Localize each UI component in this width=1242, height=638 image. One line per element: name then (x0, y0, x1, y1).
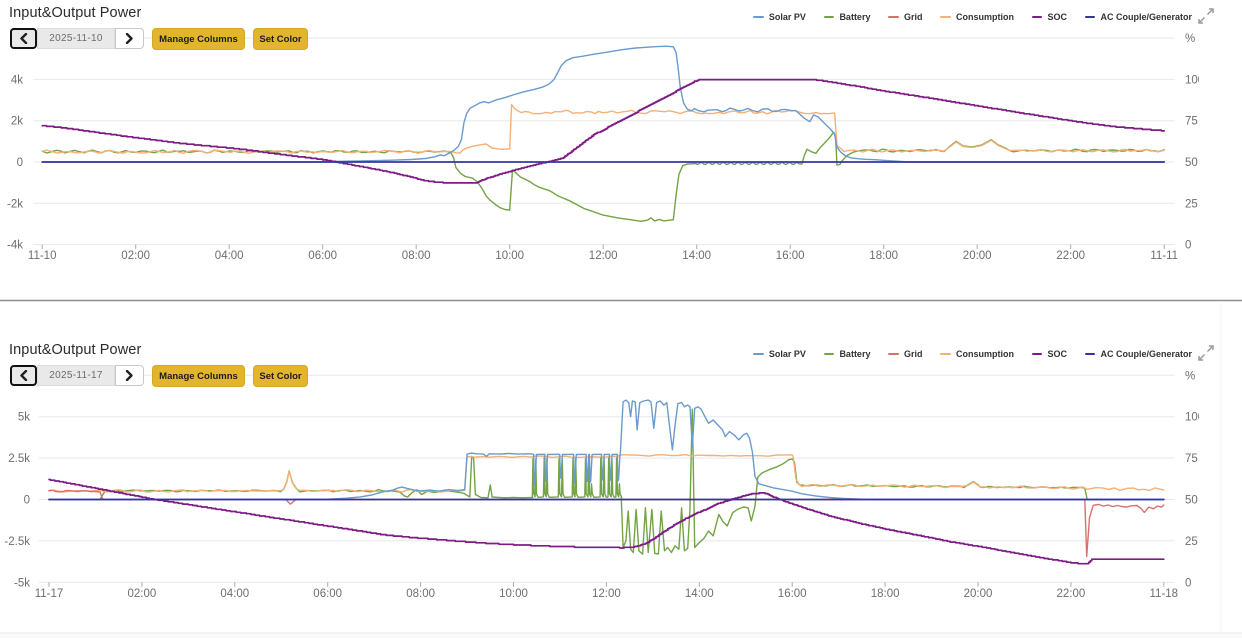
svg-text:22:00: 22:00 (1056, 250, 1085, 262)
svg-text:04:00: 04:00 (215, 250, 244, 262)
svg-text:50: 50 (1185, 495, 1198, 507)
svg-text:06:00: 06:00 (313, 588, 342, 600)
svg-text:08:00: 08:00 (402, 250, 431, 262)
svg-text:16:00: 16:00 (776, 250, 805, 262)
svg-text:02:00: 02:00 (128, 588, 157, 600)
svg-text:-5k: -5k (14, 577, 30, 589)
svg-text:-2k: -2k (7, 198, 23, 210)
svg-text:-2.5k: -2.5k (4, 536, 30, 548)
svg-text:0: 0 (1185, 240, 1191, 252)
svg-text:%: % (1185, 370, 1195, 382)
svg-text:14:00: 14:00 (685, 588, 714, 600)
svg-text:0: 0 (24, 495, 30, 507)
svg-text:18:00: 18:00 (869, 250, 898, 262)
svg-text:20:00: 20:00 (964, 588, 993, 600)
svg-text:10:00: 10:00 (499, 588, 528, 600)
svg-text:06:00: 06:00 (308, 250, 337, 262)
svg-text:12:00: 12:00 (592, 588, 621, 600)
svg-text:-4k: -4k (7, 240, 23, 252)
svg-text:5k: 5k (18, 412, 30, 424)
svg-text:10:00: 10:00 (495, 250, 524, 262)
svg-text:2k: 2k (11, 116, 23, 128)
svg-text:2.5k: 2.5k (8, 453, 30, 465)
svg-text:16:00: 16:00 (778, 588, 807, 600)
svg-text:04:00: 04:00 (220, 588, 249, 600)
svg-text:08:00: 08:00 (406, 588, 435, 600)
svg-text:18:00: 18:00 (871, 588, 900, 600)
svg-text:25: 25 (1185, 536, 1198, 548)
svg-text:25: 25 (1185, 198, 1198, 210)
svg-text:14:00: 14:00 (682, 250, 711, 262)
svg-text:75: 75 (1185, 453, 1198, 465)
svg-text:50: 50 (1185, 157, 1198, 169)
svg-text:02:00: 02:00 (121, 250, 150, 262)
svg-text:75: 75 (1185, 116, 1198, 128)
svg-text:12:00: 12:00 (589, 250, 618, 262)
svg-text:22:00: 22:00 (1057, 588, 1086, 600)
svg-text:0: 0 (1185, 577, 1191, 589)
svg-text:20:00: 20:00 (963, 250, 992, 262)
svg-text:11-18: 11-18 (1150, 588, 1179, 600)
svg-text:11-10: 11-10 (28, 250, 57, 262)
svg-text:%: % (1185, 33, 1195, 45)
svg-text:0: 0 (17, 157, 23, 169)
svg-text:4k: 4k (11, 74, 23, 86)
svg-text:11-11: 11-11 (1150, 250, 1178, 262)
svg-text:11-17: 11-17 (35, 588, 64, 600)
